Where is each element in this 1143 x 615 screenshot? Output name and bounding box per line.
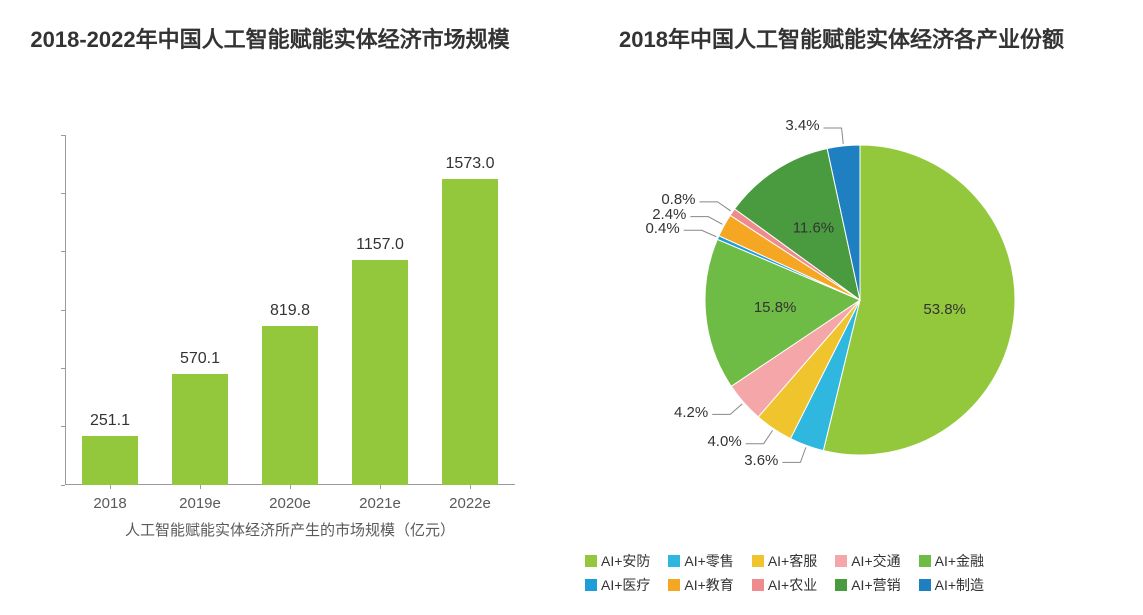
legend-row: AI+医疗 AI+教育 AI+农业 AI+营销 AI+制造 [585, 575, 1125, 595]
pie-chart-svg: 53.8% 15.8% 11.6% [540, 0, 1143, 520]
legend-swatch-icon [919, 579, 931, 591]
bar-ytick [61, 310, 65, 311]
pie-label-agriculture: 0.8% [661, 191, 695, 208]
bar-xtick-mark [290, 485, 291, 489]
legend-label: AI+医疗 [601, 575, 650, 595]
legend-item-education: AI+教育 [668, 575, 733, 595]
pie-leader-agriculture [700, 202, 731, 211]
bar-value-label: 819.8 [245, 302, 335, 320]
bar-chart-subtitle: 人工智能赋能实体经济所产生的市场规模（亿元） [65, 519, 515, 540]
pie-leader-medical [684, 230, 717, 236]
bar-xtick-label: 2021e [335, 495, 425, 512]
bar-2021e [352, 260, 408, 485]
legend-label: AI+零售 [684, 551, 733, 571]
bar-2019e [172, 374, 228, 485]
legend-label: AI+制造 [935, 575, 984, 595]
pie-leader-retail [782, 447, 806, 462]
bar-value-label: 251.1 [65, 412, 155, 430]
pie-leader-traffic [712, 404, 742, 415]
bar-ytick [61, 251, 65, 252]
legend-swatch-icon [752, 579, 764, 591]
bar-chart-panel: 2018-2022年中国人工智能赋能实体经济市场规模 251.1 570.1 819… [0, 0, 540, 615]
legend-item-customer: AI+客服 [752, 551, 817, 571]
legend-label: AI+营销 [851, 575, 900, 595]
bar-y-axis [65, 135, 66, 485]
legend-item-agriculture: AI+农业 [752, 575, 817, 595]
bar-value-label: 1573.0 [425, 155, 515, 173]
bar-xtick-mark [200, 485, 201, 489]
bar-2018 [82, 436, 138, 485]
pie-label-education: 2.4% [652, 206, 686, 223]
bar-xtick-mark [110, 485, 111, 489]
pie-label-customer: 4.0% [707, 433, 741, 450]
legend-label: AI+安防 [601, 551, 650, 571]
legend-label: AI+金融 [935, 551, 984, 571]
legend-swatch-icon [585, 555, 597, 567]
bar-chart-title: 2018-2022年中国人工智能赋能实体经济市场规模 [0, 25, 540, 55]
bar-2022e [442, 179, 498, 485]
legend-label: AI+农业 [768, 575, 817, 595]
legend-item-marketing: AI+营销 [835, 575, 900, 595]
bar-chart-plot: 251.1 570.1 819.8 1157.0 1573.0 [65, 135, 515, 485]
pie-label-finance: 15.8% [754, 299, 797, 316]
pie-label-marketing: 11.6% [793, 220, 834, 237]
legend-swatch-icon [835, 555, 847, 567]
legend-row: AI+安防 AI+零售 AI+客服 AI+交通 AI+金融 [585, 551, 1125, 571]
bar-ytick [61, 135, 65, 136]
bar-value-label: 1157.0 [335, 236, 425, 254]
pie-leader-manufacturing [824, 128, 844, 144]
pie-leader-customer [746, 430, 773, 443]
page: 2018-2022年中国人工智能赋能实体经济市场规模 251.1 570.1 819… [0, 0, 1143, 615]
legend-swatch-icon [668, 579, 680, 591]
legend-swatch-icon [585, 579, 597, 591]
pie-label-security: 53.8% [923, 301, 966, 318]
legend-label: AI+交通 [851, 551, 900, 571]
pie-label-traffic: 4.2% [674, 404, 708, 421]
bar-xtick-label: 2019e [155, 495, 245, 512]
pie-label-retail: 3.6% [744, 452, 778, 469]
bar-xtick-label: 2022e [425, 495, 515, 512]
bar-ytick [61, 193, 65, 194]
bar-value-label: 570.1 [155, 350, 245, 368]
legend-item-manufacturing: AI+制造 [919, 575, 984, 595]
pie-legend: AI+安防 AI+零售 AI+客服 AI+交通 AI+金融 AI+医疗 AI+教育 AI+农业… [585, 547, 1125, 595]
pie-leader-education [690, 217, 722, 225]
legend-label: AI+教育 [684, 575, 733, 595]
legend-item-finance: AI+金融 [919, 551, 984, 571]
pie-label-manufacturing: 3.4% [785, 117, 819, 134]
legend-label: AI+客服 [768, 551, 817, 571]
bar-ytick [61, 368, 65, 369]
legend-item-retail: AI+零售 [668, 551, 733, 571]
bar-2020e [262, 326, 318, 485]
legend-swatch-icon [752, 555, 764, 567]
legend-item-medical: AI+医疗 [585, 575, 650, 595]
legend-item-traffic: AI+交通 [835, 551, 900, 571]
bar-xtick-mark [380, 485, 381, 489]
bar-xtick-label: 2018 [65, 495, 155, 512]
legend-swatch-icon [835, 579, 847, 591]
legend-swatch-icon [668, 555, 680, 567]
bar-ytick [61, 485, 65, 486]
legend-item-security: AI+安防 [585, 551, 650, 571]
legend-swatch-icon [919, 555, 931, 567]
bar-xtick-mark [470, 485, 471, 489]
bar-xtick-label: 2020e [245, 495, 335, 512]
pie-chart-panel: 2018年中国人工智能赋能实体经济各产业份额 53.8%15.8%11.6% A… [540, 0, 1143, 615]
